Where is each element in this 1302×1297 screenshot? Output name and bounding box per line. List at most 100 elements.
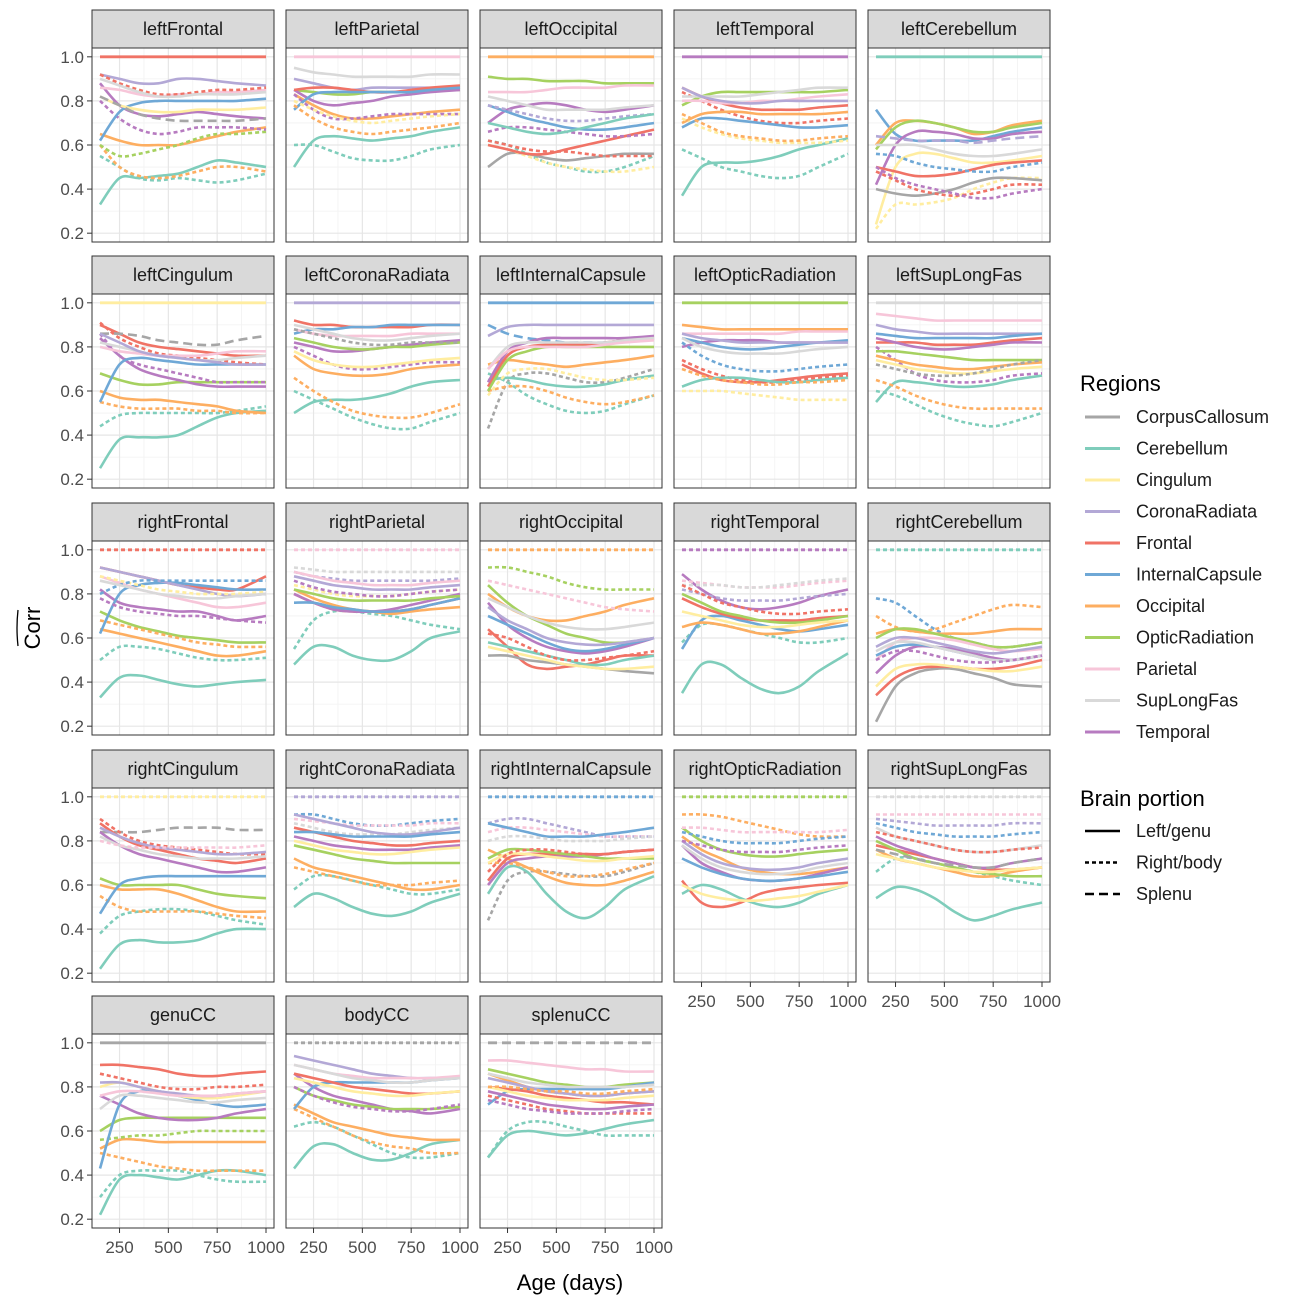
panel-border <box>285 293 469 489</box>
y-tick-label: 0.6 <box>60 136 84 155</box>
series-line <box>99 644 267 662</box>
y-tick-label: 0.2 <box>60 1210 84 1229</box>
facet-panel: leftTemporal <box>673 9 857 243</box>
y-tick-label: 0.2 <box>60 964 84 983</box>
series-line <box>681 90 849 125</box>
facet-strip <box>91 995 275 1035</box>
facet-title: rightOccipital <box>519 512 623 532</box>
facet-title: genuCC <box>150 1005 216 1025</box>
series-line <box>487 645 655 671</box>
facet-panel: rightSupLongFas 250 500 750 1000 <box>867 749 1061 1011</box>
panel-border <box>479 787 663 983</box>
series-line <box>99 673 267 699</box>
x-tick-label: 500 <box>542 1238 570 1257</box>
legend-label: Cerebellum <box>1136 439 1228 459</box>
y-tick-label: 1.0 <box>60 788 84 807</box>
series-line <box>99 400 267 415</box>
facet-title: rightCoronaRadiata <box>299 759 456 779</box>
series-line <box>293 822 461 836</box>
series-line <box>487 336 655 370</box>
legend-label: SupLongFas <box>1136 691 1238 711</box>
series-line <box>487 817 654 839</box>
series-line <box>487 372 655 415</box>
series-line <box>681 826 849 858</box>
series-line <box>99 345 267 358</box>
series-line <box>293 1138 461 1170</box>
series-line <box>681 117 849 145</box>
series-line <box>293 1085 461 1113</box>
legend-label: Right/body <box>1136 853 1222 873</box>
series-line <box>875 885 1043 922</box>
series-line <box>293 839 461 856</box>
facet-panel: leftParietal <box>285 9 469 243</box>
series-line <box>681 857 849 883</box>
series-line <box>99 95 267 123</box>
facet-title: rightParietal <box>329 512 425 532</box>
series-line <box>487 1059 655 1073</box>
series-line <box>99 839 267 849</box>
series-line <box>681 844 849 876</box>
series-line <box>293 892 461 918</box>
series-line <box>293 566 460 574</box>
series-line <box>293 86 461 111</box>
series-line <box>487 354 655 369</box>
series-line <box>293 328 460 347</box>
series-line <box>682 86 849 98</box>
facet-title: leftOpticRadiation <box>694 265 836 285</box>
series-line <box>875 358 1043 375</box>
series-line <box>874 129 1043 186</box>
series-line <box>681 376 849 388</box>
series-line <box>487 367 655 397</box>
facet-title: leftCoronaRadiata <box>304 265 450 285</box>
series-line <box>293 570 461 583</box>
series-line <box>487 579 655 613</box>
facet-panel: leftFrontal 0.2 0.4 0.6 0.8 1.0 <box>60 9 275 243</box>
facet-strip <box>285 749 469 789</box>
series-line <box>875 312 1042 322</box>
series-line <box>99 907 267 935</box>
series-line <box>487 112 655 136</box>
series-line <box>681 341 849 373</box>
series-line <box>681 883 849 909</box>
series-line <box>99 1072 267 1091</box>
series-line <box>875 152 1043 174</box>
series-line <box>293 328 460 338</box>
facet-strip <box>867 502 1051 542</box>
facet-title: leftCingulum <box>133 265 233 285</box>
series-line <box>681 93 849 105</box>
series-line <box>875 830 1043 854</box>
series-line <box>487 1118 655 1159</box>
y-tick-label: 1.0 <box>60 48 84 67</box>
facet-title: rightSupLongFas <box>890 759 1027 779</box>
series-line <box>99 619 267 649</box>
facet-panel: genuCC 0.2 0.4 0.6 0.8 1.0 250 500 750 1000 <box>60 995 285 1257</box>
series-line <box>875 159 1043 178</box>
series-line <box>293 857 461 892</box>
series-line <box>293 93 460 121</box>
facet-strip <box>91 502 275 542</box>
series-line <box>875 332 1043 340</box>
series-line <box>99 1063 267 1078</box>
facet-panel: leftOccipital <box>479 9 663 243</box>
facet-strip <box>91 9 275 49</box>
series-line <box>487 139 655 174</box>
series-line <box>98 409 267 469</box>
series-line <box>681 583 849 616</box>
facet-panel: leftSupLongFas <box>867 255 1051 489</box>
series-line <box>293 570 461 587</box>
facet-panel: leftCoronaRadiata <box>285 255 469 489</box>
x-tick-label: 1000 <box>247 1238 285 1257</box>
series-line <box>875 378 1042 411</box>
series-line <box>99 332 267 366</box>
legend-label: Frontal <box>1136 533 1192 553</box>
series-line <box>487 1094 654 1115</box>
series-line <box>681 610 849 629</box>
series-line <box>681 332 848 344</box>
facet-title: bodyCC <box>344 1005 409 1025</box>
series-line <box>487 151 655 169</box>
series-line <box>99 323 267 358</box>
facet-title: leftFrontal <box>143 19 223 39</box>
facet-panel: leftInternalCapsule <box>479 255 663 489</box>
panel-border <box>673 540 857 736</box>
series-line <box>487 565 654 591</box>
